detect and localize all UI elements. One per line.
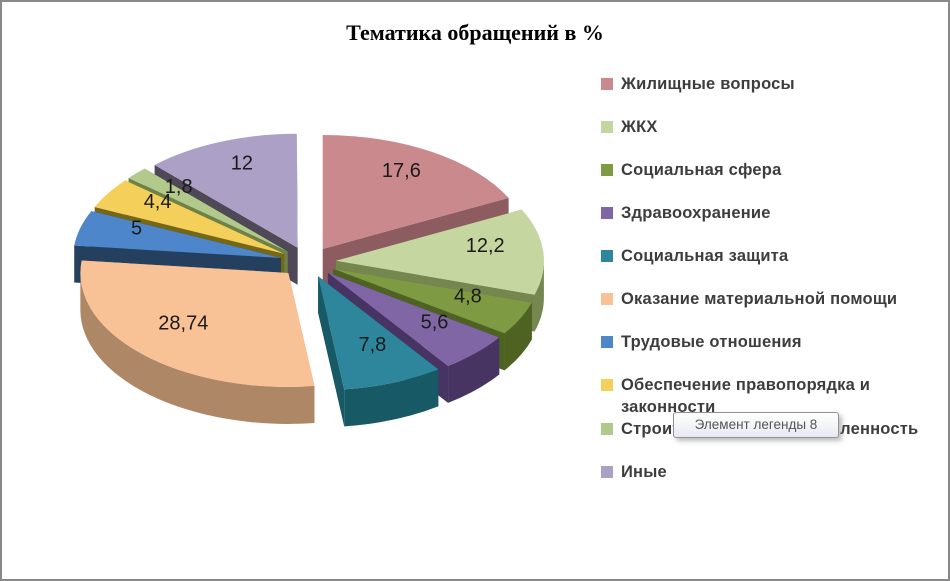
legend-swatch (601, 466, 613, 478)
legend-item-5[interactable]: Социальная защита (601, 245, 935, 267)
legend-item-10[interactable]: Иные (601, 461, 935, 483)
slice-value-label: 4,4 (144, 191, 172, 213)
legend-swatch (601, 250, 613, 262)
legend-item-label: Обеспечение правопорядка и законности (621, 376, 871, 416)
legend-item-4[interactable]: Здравоохранение (601, 202, 935, 224)
slice-labels: 17,6 12,2 4,85,6 7,8 28,74 54,41,8 12 (131, 153, 505, 356)
legend-swatch (601, 336, 613, 348)
legend-swatch (601, 164, 613, 176)
legend: Жилищные вопросы ЖКХ Социальная сфера Здрав… (601, 73, 935, 504)
slice-value-label: 5 (131, 217, 142, 239)
legend-item-6[interactable]: Оказание материальной помощи (601, 288, 935, 310)
legend-item-7[interactable]: Трудовые отношения (601, 331, 935, 353)
legend-item-8[interactable]: Обеспечение правопорядка и законности (601, 374, 935, 418)
legend-item-label: ЖКХ (621, 118, 658, 136)
legend-item-label: Социальная защита (621, 247, 789, 265)
legend-item-label: Социальная сфера (621, 161, 782, 179)
legend-item-label: Иные (621, 463, 667, 481)
legend-swatch (601, 121, 613, 133)
legend-item-label: Жилищные вопросы (621, 75, 795, 93)
slice-value-label: 5,6 (421, 312, 449, 334)
legend-swatch (601, 207, 613, 219)
legend-item-label: Трудовые отношения (621, 333, 802, 351)
legend-item-3[interactable]: Социальная сфера (601, 159, 935, 181)
slice-value-label: 17,6 (382, 160, 421, 182)
legend-swatch (601, 78, 613, 90)
pie-slice-6[interactable] (80, 260, 315, 424)
slice-value-label: 1,8 (165, 176, 193, 198)
legend-swatch (601, 423, 613, 435)
legend-swatch (601, 379, 613, 391)
pie-slice-5[interactable] (318, 276, 439, 427)
legend-item-1[interactable]: Жилищные вопросы (601, 73, 935, 95)
tooltip: Элемент легенды 8 (673, 412, 839, 438)
slice-value-label: 7,8 (358, 334, 386, 356)
slice-value-label: 12 (231, 153, 253, 175)
legend-item-label: Оказание материальной помощи (621, 290, 898, 308)
legend-item-2[interactable]: ЖКХ (601, 116, 935, 138)
slice-value-label: 12,2 (466, 235, 505, 257)
slice-value-label: 4,8 (454, 286, 482, 308)
slice-value-label: 28,74 (158, 313, 208, 335)
legend-swatch (601, 293, 613, 305)
chart-title: Тематика обращений в % (346, 20, 604, 45)
legend-item-label: Здравоохранение (621, 204, 771, 222)
